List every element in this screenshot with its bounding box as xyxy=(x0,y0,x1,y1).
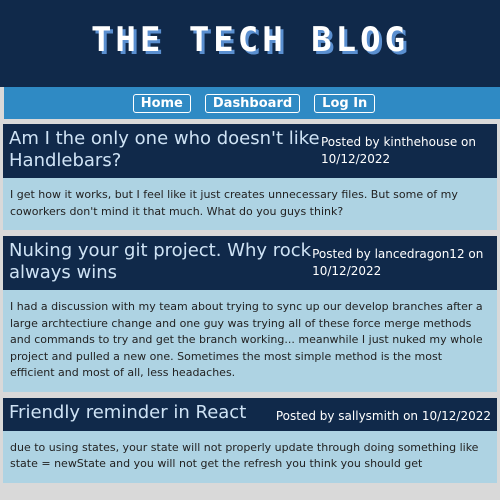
site-header: THE TECH BLOG xyxy=(0,0,500,87)
nav-dashboard-button[interactable]: Dashboard xyxy=(204,93,301,113)
post-meta: Posted by lancedragon12 on 10/12/2022 xyxy=(312,247,484,278)
post-title[interactable]: Friendly reminder in React xyxy=(9,401,247,423)
post-title[interactable]: Nuking your git project. Why rock always… xyxy=(9,240,312,283)
nav-login-button[interactable]: Log In xyxy=(314,93,376,113)
post-meta: Posted by sallysmith on 10/12/2022 xyxy=(275,408,491,423)
post-title[interactable]: Am I the only one who doesn't like Handl… xyxy=(9,128,320,171)
post-card[interactable]: Friendly reminder in React Posted by sal… xyxy=(3,397,497,483)
post-meta: Posted by kinthehouse on 10/12/2022 xyxy=(321,135,476,166)
navbar: Home Dashboard Log In xyxy=(4,87,500,119)
post-list: Am I the only one who doesn't like Handl… xyxy=(3,124,497,489)
post-header: Friendly reminder in React Posted by sal… xyxy=(3,397,497,431)
post-card[interactable]: Am I the only one who doesn't like Handl… xyxy=(3,124,497,230)
post-body: I had a discussion with my team about tr… xyxy=(10,300,483,379)
post-body: due to using states, your state will not… xyxy=(10,440,479,471)
nav-home-button[interactable]: Home xyxy=(132,93,191,113)
post-header: Nuking your git project. Why rock always… xyxy=(3,236,497,290)
site-title: THE TECH BLOG xyxy=(90,20,410,60)
post-card[interactable]: Nuking your git project. Why rock always… xyxy=(3,236,497,392)
post-header: Am I the only one who doesn't like Handl… xyxy=(3,124,497,178)
post-body: I get how it works, but I feel like it j… xyxy=(10,188,458,218)
